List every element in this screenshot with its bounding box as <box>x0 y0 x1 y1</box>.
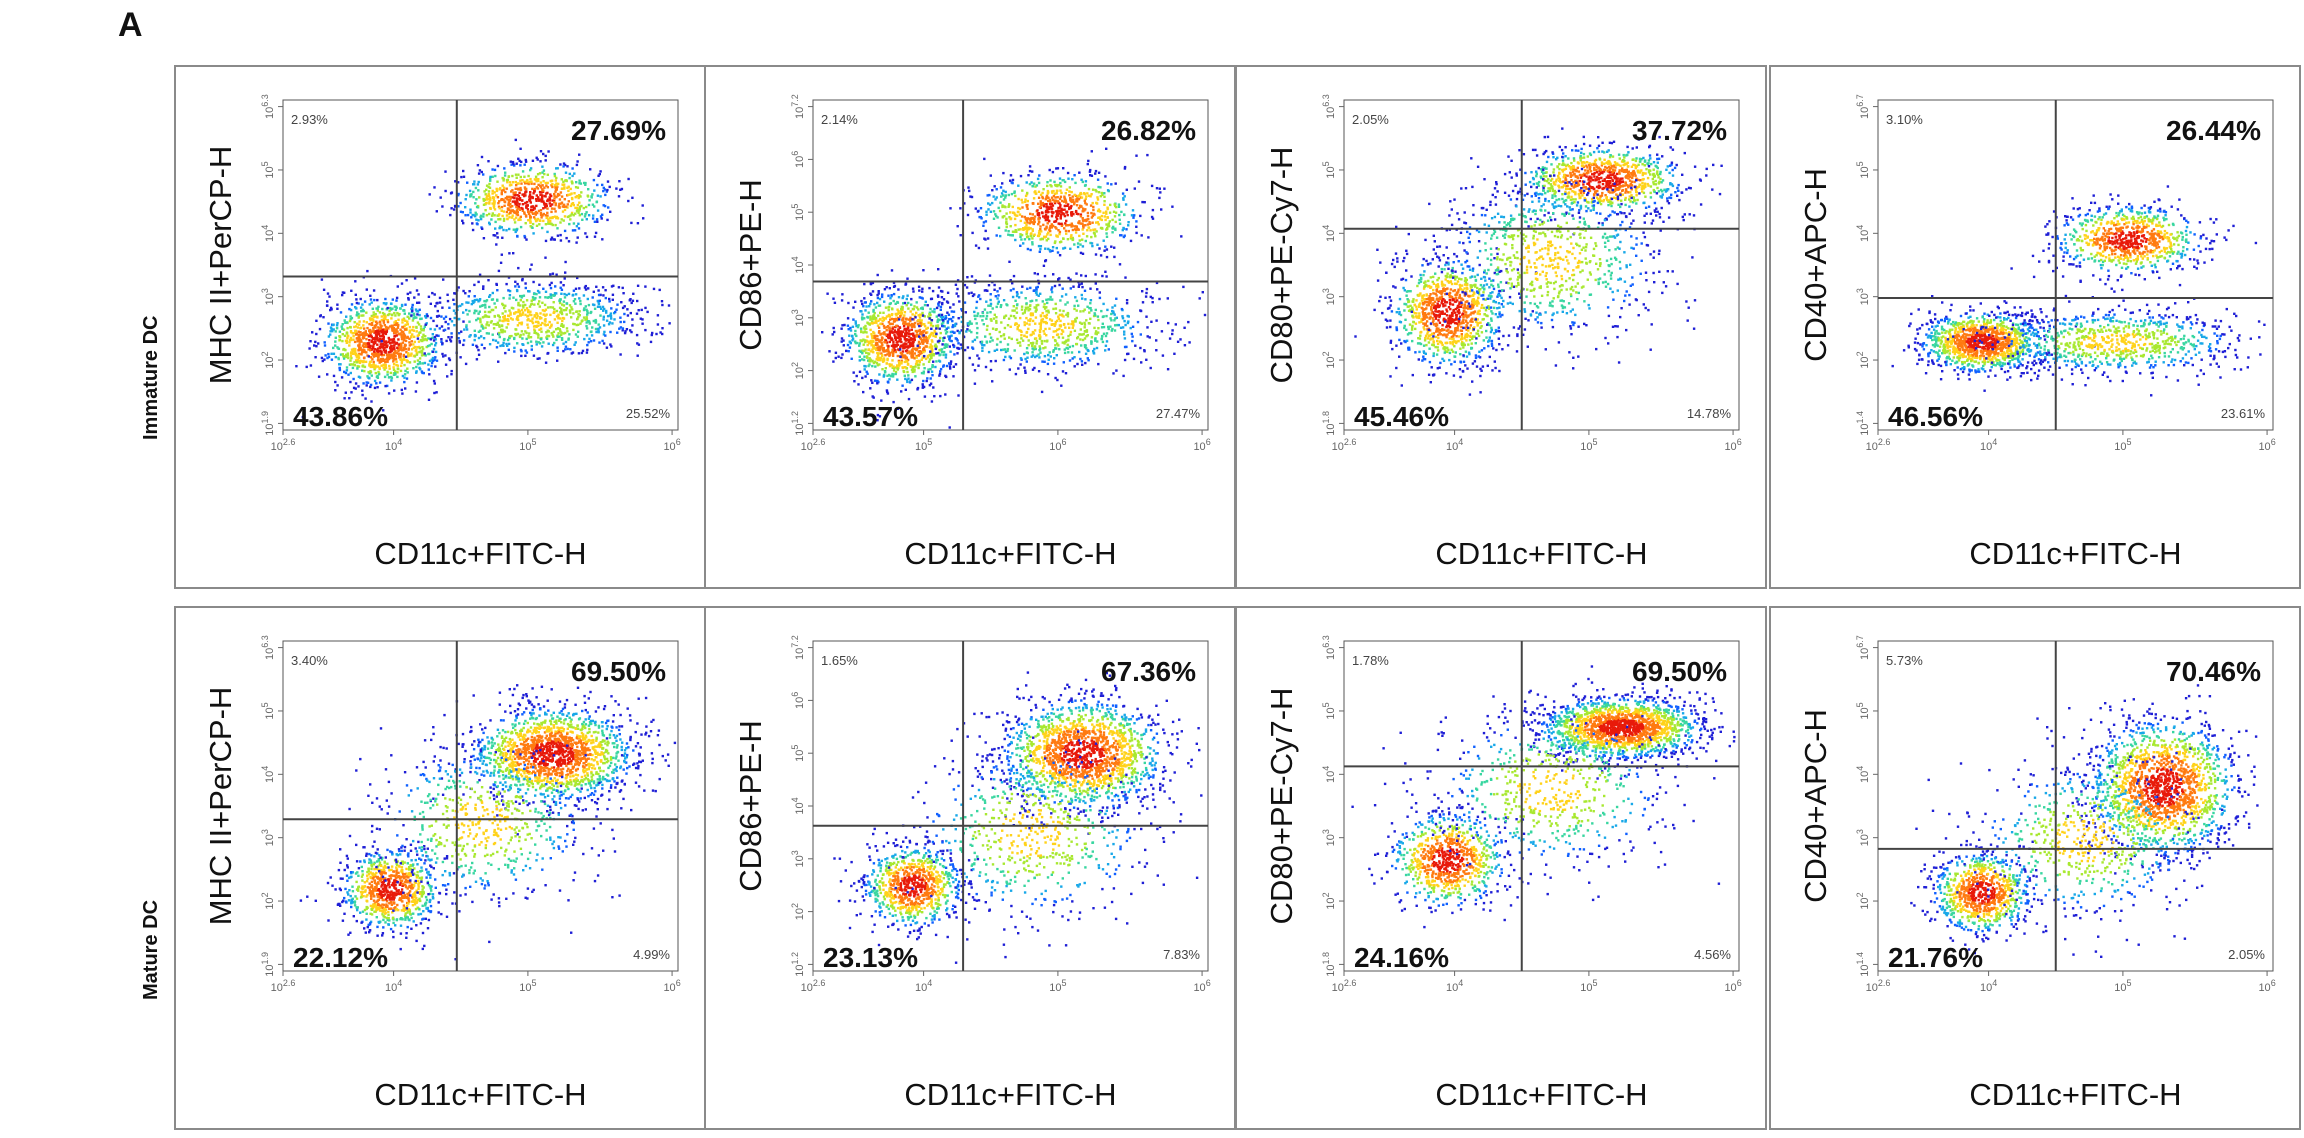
y-axis-title: CD86+PE-H <box>733 179 768 350</box>
quadrant-label-lr: 4.56% <box>1694 947 1731 962</box>
quadrant-label-lr: 23.61% <box>2221 406 2266 421</box>
quadrant-label-ll: 46.56% <box>1888 401 1983 432</box>
quadrant-label-ur: 26.44% <box>2166 115 2261 146</box>
quadrant-label-ll: 43.86% <box>293 401 388 432</box>
panel-0-2: 2.05% 37.72%45.46% 14.78%102.6 104 105 106101… <box>1236 66 1766 588</box>
panel-1-1: 1.65% 67.36%23.13% 7.83%102.6 104 105 106101.… <box>705 607 1235 1129</box>
y-axis-title: CD86+PE-H <box>733 720 768 891</box>
quadrant-label-lr: 25.52% <box>626 406 671 421</box>
panel-1-2: 1.78% 69.50%24.16% 4.56%102.6 104 105 106101.… <box>1236 607 1766 1129</box>
quadrant-label-ll: 22.12% <box>293 942 388 973</box>
quadrant-label-lr: 4.99% <box>633 947 670 962</box>
quadrant-label-lr: 27.47% <box>1156 406 1201 421</box>
quadrant-label-ll: 24.16% <box>1354 942 1449 973</box>
quadrant-label-ur: 69.50% <box>571 656 666 687</box>
quadrant-label-ul: 1.78% <box>1352 653 1389 668</box>
quadrant-label-lr: 14.78% <box>1687 406 1732 421</box>
x-axis-title: CD11c+FITC-H <box>374 536 586 571</box>
quadrant-label-ul: 2.14% <box>821 112 858 127</box>
x-axis-title: CD11c+FITC-H <box>1969 536 2181 571</box>
quadrant-label-ll: 23.13% <box>823 942 918 973</box>
quadrant-label-ll: 43.57% <box>823 401 918 432</box>
y-axis-title: CD40+APC-H <box>1798 168 1833 362</box>
y-axis-title: CD40+APC-H <box>1798 709 1833 903</box>
quadrant-label-ul: 3.40% <box>291 653 328 668</box>
quadrant-label-ll: 45.46% <box>1354 401 1449 432</box>
quadrant-label-ur: 27.69% <box>571 115 666 146</box>
quadrant-label-ul: 1.65% <box>821 653 858 668</box>
quadrant-label-ul: 5.73% <box>1886 653 1923 668</box>
quadrant-label-lr: 7.83% <box>1163 947 1200 962</box>
quadrant-label-ul: 3.10% <box>1886 112 1923 127</box>
x-axis-title: CD11c+FITC-H <box>1435 1077 1647 1112</box>
y-axis-title: MHC II+PerCP-H <box>203 687 238 926</box>
y-axis-title: MHC II+PerCP-H <box>203 146 238 385</box>
y-axis-title: CD80+PE-Cy7-H <box>1264 688 1299 925</box>
quadrant-label-lr: 2.05% <box>2228 947 2265 962</box>
panel-0-3: 3.10% 26.44%46.56% 23.61%102.6 104 105 106101… <box>1770 66 2300 588</box>
quadrant-label-ur: 70.46% <box>2166 656 2261 687</box>
x-axis-title: CD11c+FITC-H <box>904 536 1116 571</box>
x-axis-title: CD11c+FITC-H <box>1435 536 1647 571</box>
quadrant-label-ul: 2.93% <box>291 112 328 127</box>
panel-0-0: 2.93% 27.69%43.86% 25.52%102.6 104 105 106101… <box>175 66 705 588</box>
panel-1-3: 5.73% 70.46%21.76% 2.05%102.6 104 105 106101.… <box>1770 607 2300 1129</box>
quadrant-label-ur: 67.36% <box>1101 656 1196 687</box>
quadrant-label-ul: 2.05% <box>1352 112 1389 127</box>
x-axis-title: CD11c+FITC-H <box>1969 1077 2181 1112</box>
quadrant-label-ur: 69.50% <box>1632 656 1727 687</box>
quadrant-label-ur: 26.82% <box>1101 115 1196 146</box>
quadrant-label-ll: 21.76% <box>1888 942 1983 973</box>
panel-1-0: 3.40% 69.50%22.12% 4.99%102.6 104 105 106101.… <box>175 607 705 1129</box>
y-axis-title: CD80+PE-Cy7-H <box>1264 147 1299 384</box>
x-axis-title: CD11c+FITC-H <box>904 1077 1116 1112</box>
x-axis-title: CD11c+FITC-H <box>374 1077 586 1112</box>
panel-0-1: 2.14% 26.82%43.57% 27.47%102.6 105 106 106101… <box>705 66 1235 588</box>
quadrant-label-ur: 37.72% <box>1632 115 1727 146</box>
